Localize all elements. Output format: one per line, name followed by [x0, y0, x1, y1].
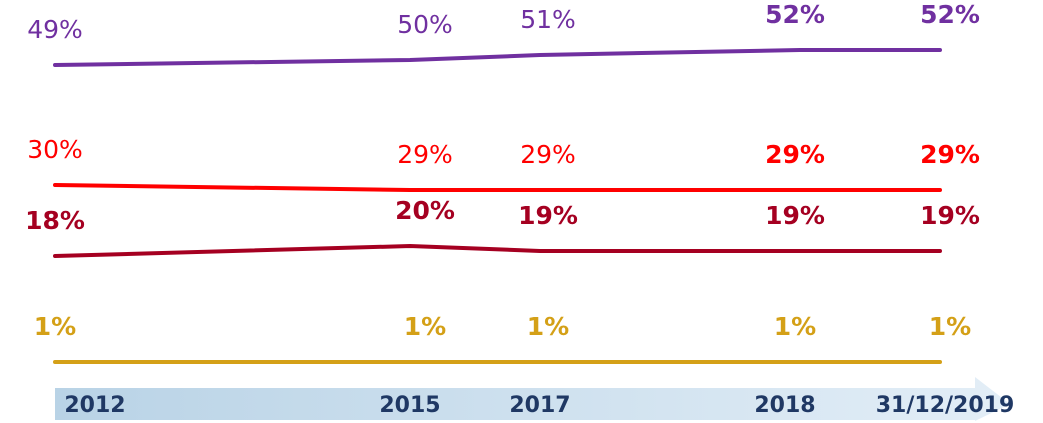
x-tick-label: 2015 [379, 393, 440, 418]
value-label: 19% [518, 201, 578, 230]
value-label: 51% [520, 5, 576, 34]
value-label: 20% [395, 196, 455, 225]
value-label: 52% [765, 0, 825, 29]
value-label: 50% [397, 10, 453, 39]
value-label: 19% [920, 201, 980, 230]
value-label: 18% [25, 206, 85, 235]
series-line [53, 243, 942, 258]
x-tick-label: 2017 [509, 393, 570, 418]
x-tick-label: 2018 [754, 393, 815, 418]
value-label: 1% [929, 312, 971, 341]
value-label: 30% [27, 135, 83, 164]
value-label: 29% [765, 140, 825, 169]
timeline-arrow [55, 377, 1010, 421]
series-line [53, 183, 942, 192]
x-tick-label: 31/12/2019 [876, 393, 1015, 418]
value-label: 1% [527, 312, 569, 341]
value-label: 49% [27, 15, 83, 44]
value-label: 19% [765, 201, 825, 230]
value-label: 29% [397, 140, 453, 169]
value-label: 1% [774, 312, 816, 341]
series-line [53, 48, 942, 67]
value-label: 52% [920, 0, 980, 29]
value-label: 1% [404, 312, 446, 341]
value-label: 29% [920, 140, 980, 169]
value-label: 29% [520, 140, 576, 169]
x-tick-label: 2012 [64, 393, 125, 418]
value-label: 1% [34, 312, 76, 341]
